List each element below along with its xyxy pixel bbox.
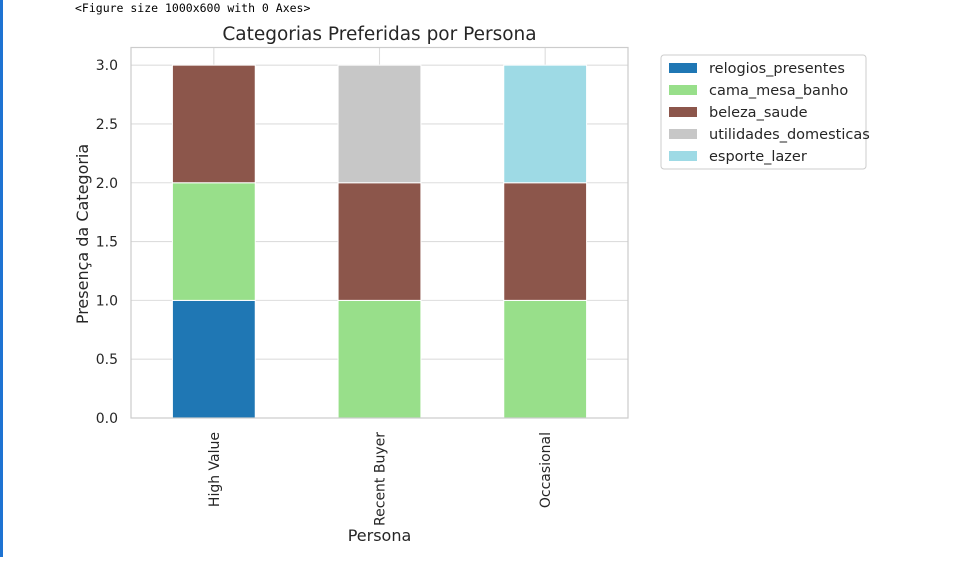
legend-swatch xyxy=(669,85,697,95)
plot-frame xyxy=(130,46,629,419)
bar-segment xyxy=(171,64,256,184)
y-tick-label: 1.0 xyxy=(96,293,118,309)
legend-label: relogios_presentes xyxy=(709,61,845,77)
notebook-cell-indicator xyxy=(0,0,3,557)
x-axis-label: Persona xyxy=(348,526,412,545)
x-tick-labels: High Value Recent Buyer Occasional xyxy=(207,432,554,526)
legend-label: cama_mesa_banho xyxy=(709,83,848,99)
legend-label: esporte_lazer xyxy=(709,149,807,165)
bar-segment xyxy=(503,64,588,184)
legend-label: beleza_saude xyxy=(709,105,808,121)
y-tick-label: 0.5 xyxy=(96,352,118,368)
y-tick-label: 2.5 xyxy=(96,117,118,133)
legend-swatch xyxy=(669,107,697,117)
y-axis-label: Presença da Categoria xyxy=(73,144,92,324)
bars xyxy=(171,64,588,419)
x-tick-label: Recent Buyer xyxy=(373,432,389,526)
bar-segment xyxy=(337,299,422,419)
x-tick-label: High Value xyxy=(207,432,223,507)
legend-swatch xyxy=(669,129,697,139)
bar-segment xyxy=(171,299,256,419)
legend-box xyxy=(660,54,867,170)
bar-segment xyxy=(503,299,588,419)
y-tick-label: 2.0 xyxy=(96,176,118,192)
y-tick-label: 1.5 xyxy=(96,235,118,251)
bar-segment xyxy=(503,182,588,301)
y-tick-label: 3.0 xyxy=(96,58,118,74)
legend: relogios_presentes cama_mesa_banho beleza_… xyxy=(660,54,870,170)
y-tick-labels: 0.0 0.5 1.0 1.5 2.0 2.5 3.0 xyxy=(96,58,118,427)
x-tick-label: Occasional xyxy=(538,432,554,508)
legend-swatch xyxy=(669,63,697,73)
chart-title: Categorias Preferidas por Persona xyxy=(222,24,536,45)
bar-segment xyxy=(337,182,422,301)
bar-segment xyxy=(171,182,256,301)
legend-label: utilidades_domesticas xyxy=(709,127,870,143)
y-tick-label: 0.0 xyxy=(96,411,118,427)
figure-size-output: <Figure size 1000x600 with 0 Axes> xyxy=(75,1,311,15)
bar-segment xyxy=(337,64,422,184)
legend-swatch xyxy=(669,151,697,161)
